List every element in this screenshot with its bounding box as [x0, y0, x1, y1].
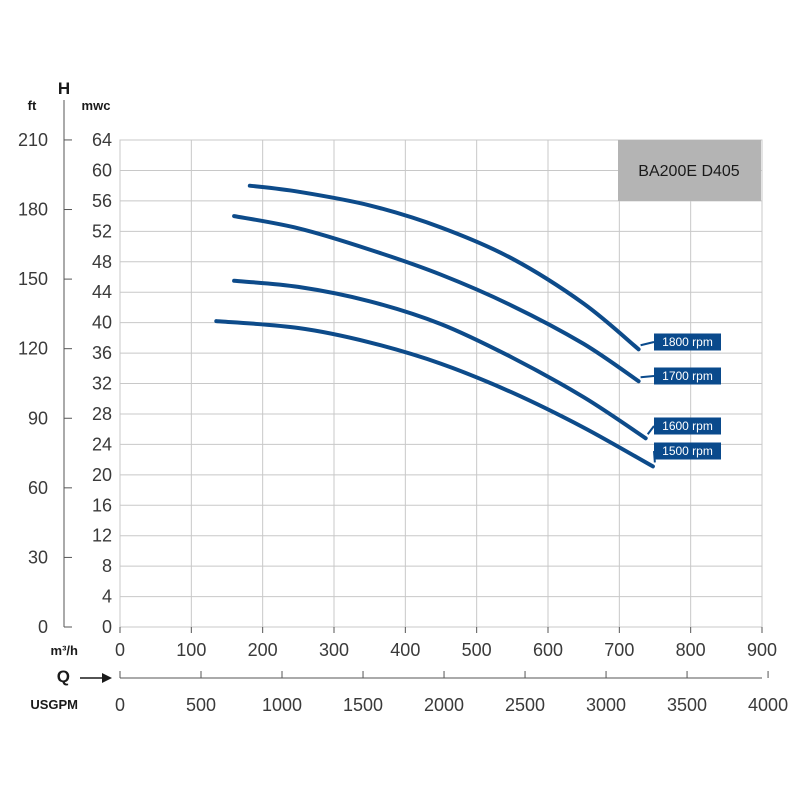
x-tick-label-m3h: 0 — [115, 640, 125, 660]
y-tick-label-mwc: 56 — [92, 191, 112, 211]
plot-border — [119, 139, 763, 628]
series-label-box — [654, 333, 721, 351]
model-label-box — [618, 140, 761, 201]
y-tick-label-mwc: 24 — [92, 434, 112, 454]
series-label-leader — [646, 425, 655, 435]
y-unit-ft-label: ft — [28, 98, 37, 113]
x-unit-m3h-label: m³/h — [51, 643, 79, 658]
y-tick-label-ft: 210 — [18, 130, 48, 150]
y-tick-label-ft: 120 — [18, 339, 48, 359]
series-label-box — [654, 367, 721, 385]
x-tick-label-m3h: 300 — [319, 640, 349, 660]
y-tick-label-mwc: 48 — [92, 252, 112, 272]
series-curve — [232, 278, 648, 441]
y-tick-label-ft: 60 — [28, 478, 48, 498]
rpm-labels-layer: 1800 rpm 1700 rpm 1600 rpm 1500 rpm — [640, 333, 721, 463]
y-tick-label-mwc: 52 — [92, 221, 112, 241]
y-unit-mwc-label: mwc — [82, 98, 111, 113]
x-tick-label-m3h: 400 — [390, 640, 420, 660]
series-curve — [214, 319, 655, 469]
series-label-leader — [640, 375, 655, 379]
y-tick-label-mwc: 4 — [102, 587, 112, 607]
y-tick-label-mwc: 60 — [92, 160, 112, 180]
q-arrow-head — [102, 673, 112, 683]
series-label-leader — [640, 341, 655, 347]
x-tick-label-usgpm: 3000 — [586, 695, 626, 715]
series-curve — [247, 183, 641, 352]
series-label: 1700 rpm — [662, 369, 713, 383]
x-tick-label-usgpm: 4000 — [748, 695, 788, 715]
series-label: 1800 rpm — [662, 335, 713, 349]
series-label-box — [654, 442, 721, 460]
series-label-box — [654, 417, 721, 435]
x-tick-label-usgpm: 2500 — [505, 695, 545, 715]
y-tick-label-mwc: 28 — [92, 404, 112, 424]
x-tick-label-m3h: 200 — [248, 640, 278, 660]
x-unit-usgpm-label: USGPM — [30, 697, 78, 712]
y-tick-label-ft: 150 — [18, 269, 48, 289]
series-curve — [232, 214, 641, 384]
x-tick-label-usgpm: 3500 — [667, 695, 707, 715]
x-tick-label-usgpm: 2000 — [424, 695, 464, 715]
y-tick-label-ft: 30 — [28, 547, 48, 567]
y-tick-label-mwc: 0 — [102, 617, 112, 637]
model-label: BA200E D405 — [638, 163, 740, 180]
series-label: 1500 rpm — [662, 444, 713, 458]
x-tick-label-usgpm: 1500 — [343, 695, 383, 715]
curves-layer — [214, 183, 655, 469]
y-tick-label-mwc: 16 — [92, 495, 112, 515]
y-tick-label-ft: 0 — [38, 617, 48, 637]
x-tick-label-m3h: 700 — [604, 640, 634, 660]
y-tick-label-mwc: 20 — [92, 465, 112, 485]
y-tick-label-ft: 180 — [18, 200, 48, 220]
x-tick-label-usgpm: 1000 — [262, 695, 302, 715]
y-tick-label-mwc: 64 — [92, 130, 112, 150]
y-tick-label-mwc: 44 — [92, 282, 112, 302]
x-tick-label-usgpm: 0 — [115, 695, 125, 715]
x-tick-label-m3h: 800 — [676, 640, 706, 660]
x-tick-label-m3h: 100 — [176, 640, 206, 660]
y-tick-label-mwc: 36 — [92, 343, 112, 363]
x-tick-label-usgpm: 500 — [186, 695, 216, 715]
x-tick-label-m3h: 500 — [462, 640, 492, 660]
y-tick-label-mwc: 12 — [92, 526, 112, 546]
y-tick-label-ft: 90 — [28, 408, 48, 428]
series-label: 1600 rpm — [662, 419, 713, 433]
y-symbol-label: H — [58, 79, 70, 98]
y-tick-label-mwc: 40 — [92, 313, 112, 333]
x-tick-label-m3h: 900 — [747, 640, 777, 660]
y-tick-label-mwc: 8 — [102, 556, 112, 576]
x-tick-label-m3h: 600 — [533, 640, 563, 660]
y-tick-label-mwc: 32 — [92, 374, 112, 394]
axes-layer — [63, 100, 769, 679]
x-symbol-label: Q — [57, 667, 70, 686]
